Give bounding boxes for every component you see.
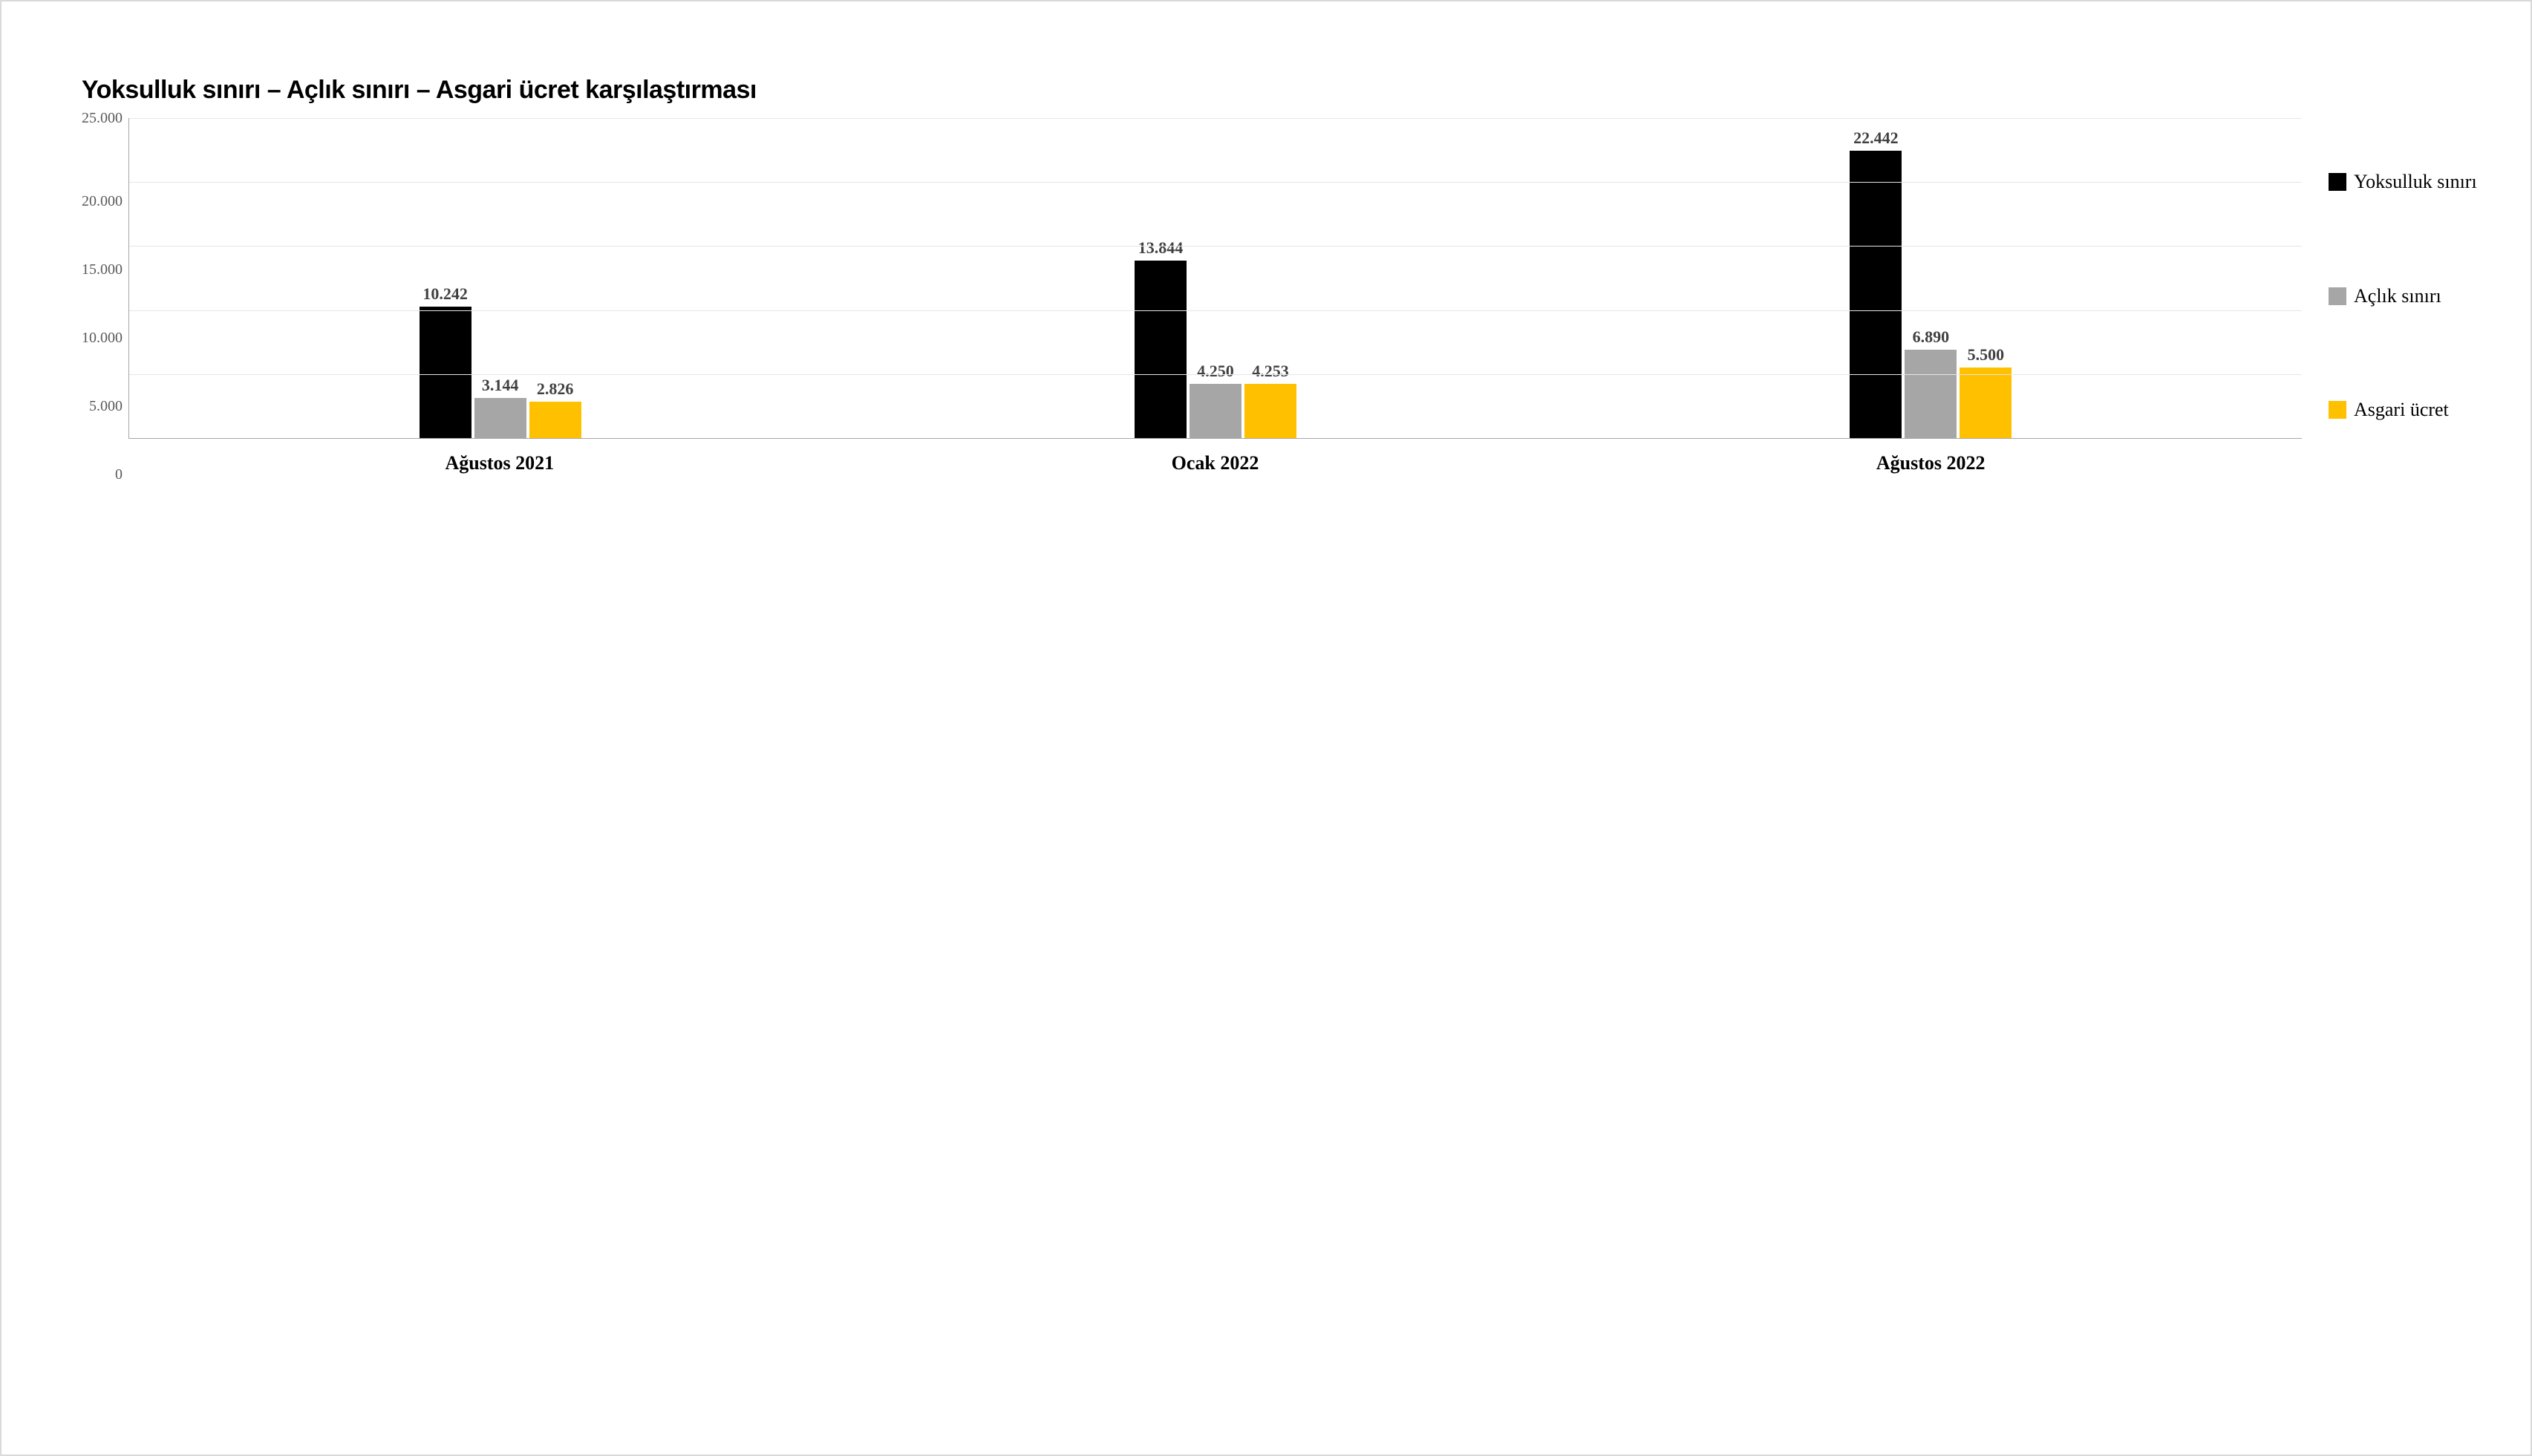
- x-axis: Ağustos 2021 Ocak 2022 Ağustos 2022: [128, 439, 2302, 474]
- bar-wrap: 5.500: [1960, 118, 2011, 438]
- x-label: Ocak 2022: [858, 452, 1573, 474]
- bar: [1244, 384, 1296, 438]
- chart-body: 25.000 20.000 15.000 10.000 5.000 0 10.2…: [82, 118, 2495, 474]
- bar-value-label: 4.253: [1252, 362, 1289, 381]
- y-tick: 20.000: [82, 194, 123, 209]
- chart-frame: Yoksulluk sınırı – Açlık sınırı – Asgari…: [0, 0, 2532, 1456]
- bar-value-label: 4.250: [1197, 362, 1234, 381]
- bar-wrap: 4.253: [1244, 118, 1296, 438]
- y-axis: 25.000 20.000 15.000 10.000 5.000 0: [82, 118, 128, 474]
- y-tick: 15.000: [82, 262, 123, 277]
- bar-value-label: 22.442: [1853, 128, 1899, 148]
- bar-value-label: 3.144: [482, 376, 519, 395]
- bar-wrap: 2.826: [529, 118, 581, 438]
- chart-title: Yoksulluk sınırı – Açlık sınırı – Asgari…: [82, 76, 2495, 105]
- gridline: [129, 374, 2302, 375]
- legend-swatch: [2329, 173, 2346, 191]
- bar: [1135, 261, 1187, 438]
- legend-label: Açlık sınırı: [2354, 284, 2441, 309]
- bar-wrap: 22.442: [1850, 118, 1902, 438]
- legend-item: Açlık sınırı: [2329, 284, 2495, 309]
- bar-group: 13.844 4.250 4.253: [858, 118, 1573, 438]
- y-tick: 25.000: [82, 111, 123, 125]
- gridline: [129, 246, 2302, 247]
- legend-item: Yoksulluk sınırı: [2329, 170, 2495, 195]
- bar: [474, 398, 526, 438]
- bar-value-label: 5.500: [1968, 345, 2005, 365]
- bar-value-label: 13.844: [1138, 238, 1184, 258]
- y-tick: 5.000: [89, 399, 123, 414]
- y-tick: 0: [115, 467, 123, 482]
- bar-wrap: 3.144: [474, 118, 526, 438]
- legend-swatch: [2329, 401, 2346, 419]
- bar-wrap: 13.844: [1135, 118, 1187, 438]
- bar: [1850, 151, 1902, 438]
- plot-column: 10.242 3.144 2.826 13.844 4.250 4.253 22.442 6.…: [128, 118, 2302, 474]
- bar-wrap: 10.242: [420, 118, 472, 438]
- gridline: [129, 182, 2302, 183]
- bar-groups: 10.242 3.144 2.826 13.844 4.250 4.253 22.442 6.…: [129, 118, 2302, 438]
- bar: [1190, 384, 1241, 438]
- bar: [1905, 350, 1957, 438]
- bar-value-label: 10.242: [422, 284, 468, 304]
- legend-label: Asgari ücret: [2354, 398, 2449, 422]
- bar-value-label: 2.826: [537, 379, 574, 399]
- bar: [1960, 368, 2011, 438]
- plot-area: 10.242 3.144 2.826 13.844 4.250 4.253 22.442 6.…: [128, 118, 2302, 439]
- legend-swatch: [2329, 287, 2346, 305]
- gridline: [129, 118, 2302, 119]
- gridline: [129, 310, 2302, 311]
- bar: [420, 307, 472, 438]
- legend-label: Yoksulluk sınırı: [2354, 170, 2477, 195]
- legend-item: Asgari ücret: [2329, 398, 2495, 422]
- bar-value-label: 6.890: [1913, 327, 1950, 347]
- bar-group: 10.242 3.144 2.826: [143, 118, 858, 438]
- y-tick: 10.000: [82, 330, 123, 345]
- bar-wrap: 4.250: [1190, 118, 1241, 438]
- x-label: Ağustos 2021: [142, 452, 858, 474]
- bar-group: 22.442 6.890 5.500: [1573, 118, 2288, 438]
- bar-wrap: 6.890: [1905, 118, 1957, 438]
- x-label: Ağustos 2022: [1573, 452, 2288, 474]
- bar: [529, 402, 581, 438]
- legend: Yoksulluk sınırı Açlık sınırı Asgari ücr…: [2302, 118, 2495, 474]
